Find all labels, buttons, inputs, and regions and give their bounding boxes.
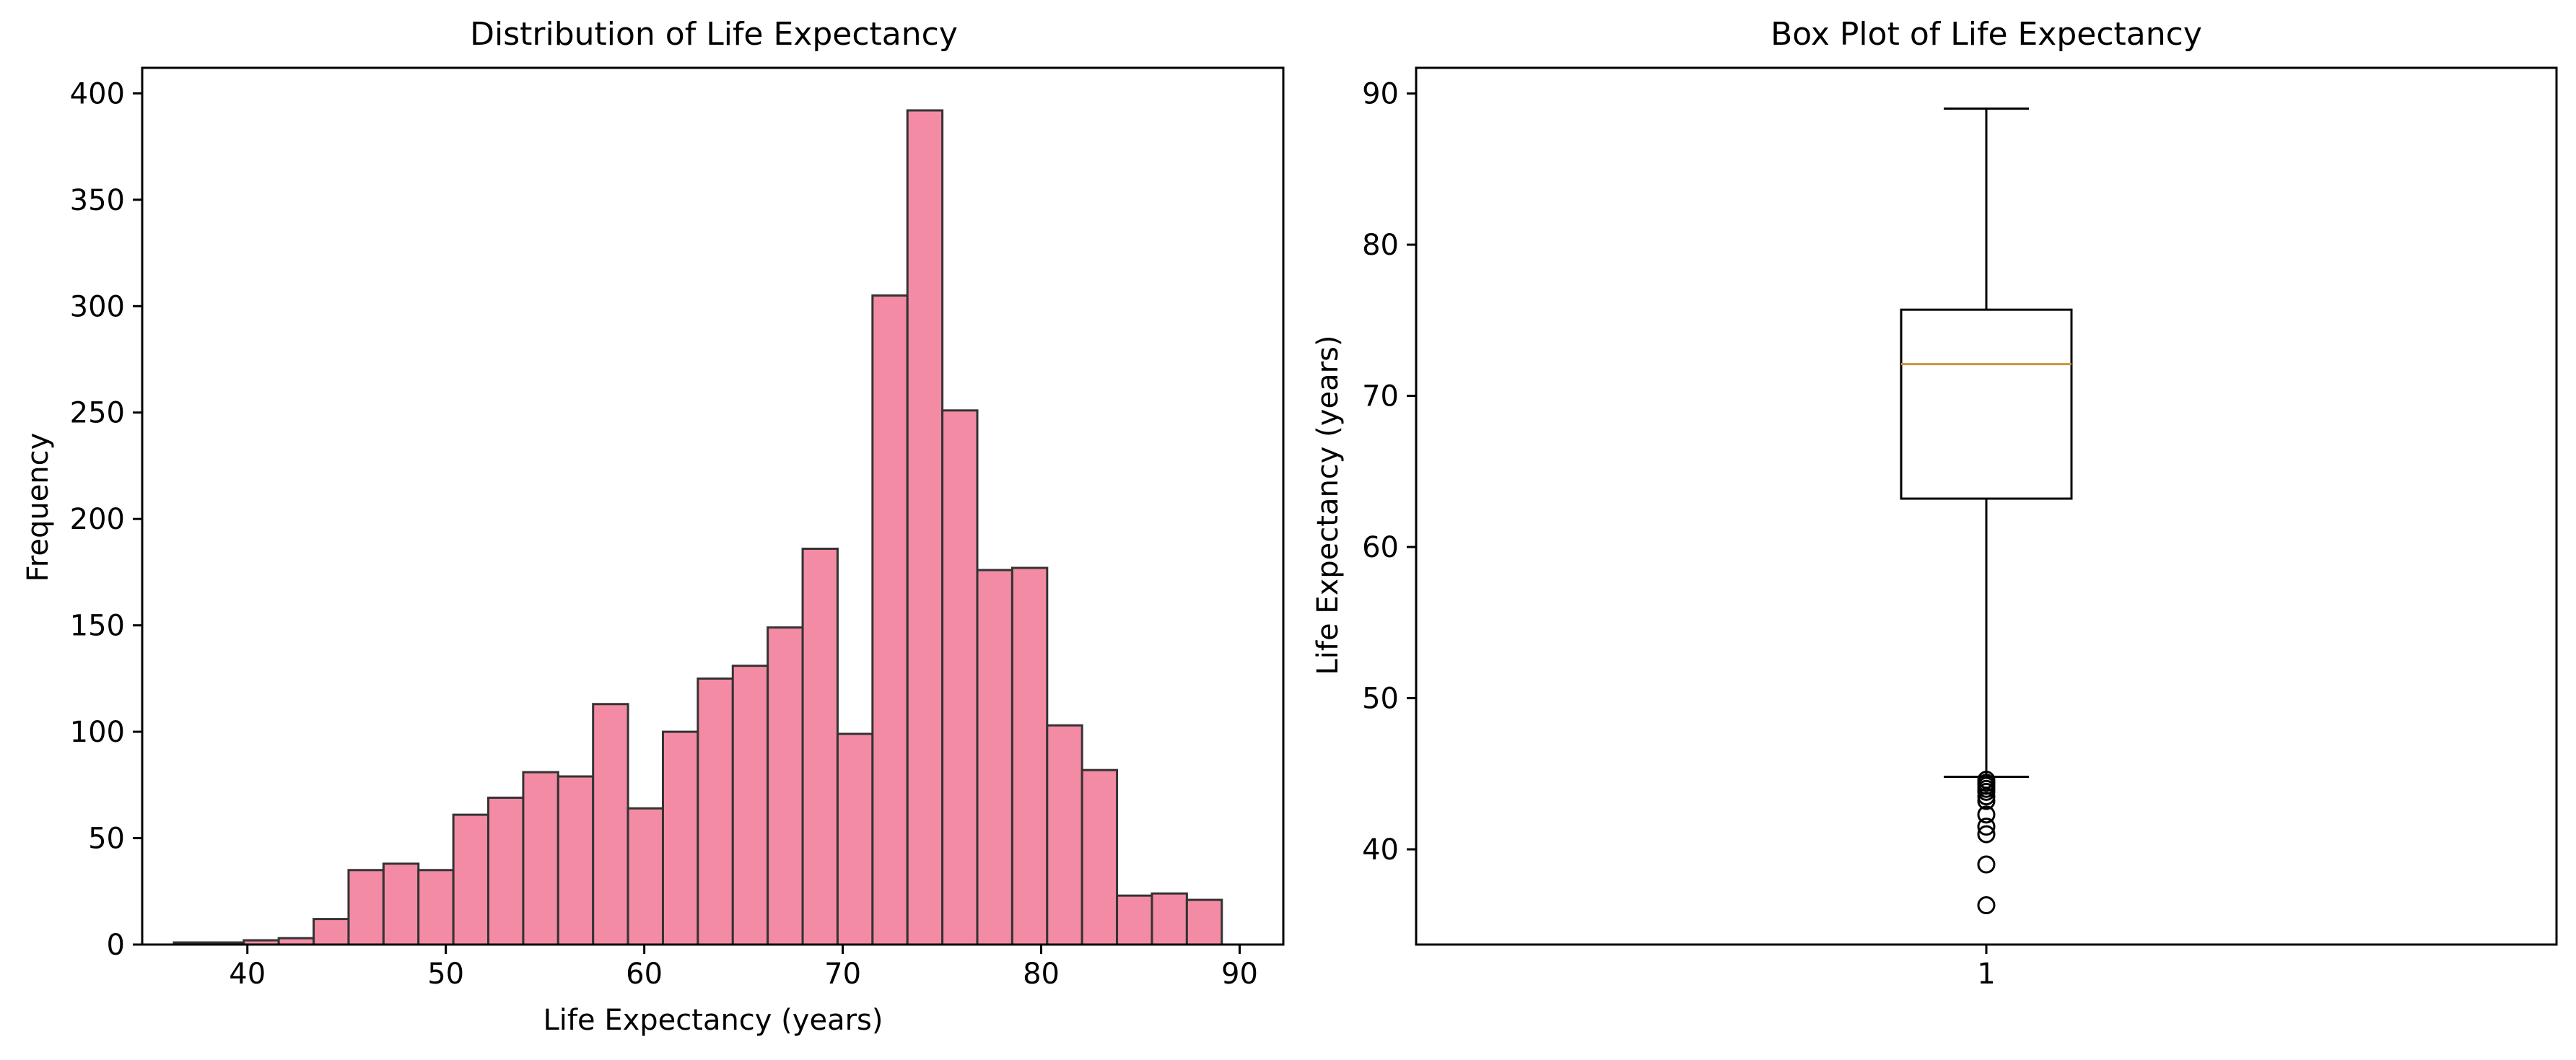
histogram-bar bbox=[731, 665, 769, 946]
histogram-x-axis-label: Life Expectancy (years) bbox=[543, 1004, 883, 1037]
boxplot-x-ticks: 1 bbox=[1977, 945, 1996, 991]
histogram-x-tick-label: 50 bbox=[427, 958, 464, 991]
histogram-y-tick-label: 0 bbox=[107, 929, 125, 962]
histogram-bar bbox=[1080, 768, 1119, 946]
histogram-bar bbox=[1010, 566, 1049, 946]
histogram-y-tick-label: 150 bbox=[70, 610, 125, 643]
boxplot-axes-frame bbox=[1415, 66, 2558, 946]
histogram-bar bbox=[556, 775, 595, 946]
histogram-bar bbox=[382, 862, 420, 946]
boxplot-y-tick-label: 40 bbox=[1362, 833, 1399, 867]
boxplot-y-ticks: 40 50 60 70 80 90 bbox=[1362, 78, 1416, 867]
histogram-x-tick-label: 40 bbox=[229, 958, 266, 991]
histogram-bar bbox=[697, 677, 734, 946]
boxplot-outlier bbox=[1977, 818, 1996, 836]
histogram-y-tick-label: 50 bbox=[88, 823, 125, 856]
histogram-y-tick-label: 350 bbox=[70, 184, 125, 217]
boxplot-outlier bbox=[1977, 896, 1996, 915]
histogram-bar bbox=[487, 797, 525, 946]
histogram-bar bbox=[592, 703, 629, 946]
histogram-x-tick-label: 80 bbox=[1023, 958, 1060, 991]
histogram-y-tick-label: 200 bbox=[70, 503, 125, 536]
histogram-x-tick-label: 90 bbox=[1221, 958, 1258, 991]
boxplot-outlier bbox=[1977, 787, 1996, 806]
histogram-bar bbox=[836, 732, 874, 946]
boxplot-x-tick-label: 1 bbox=[1977, 958, 1995, 991]
histogram-y-tick-label: 400 bbox=[70, 77, 125, 110]
histogram-bars bbox=[173, 109, 1223, 946]
boxplot-y-tick-label: 50 bbox=[1362, 683, 1399, 716]
boxplot-outlier bbox=[1977, 855, 1996, 874]
histogram-bar bbox=[941, 409, 979, 946]
boxplot-y-axis-label: Life Expectancy (years) bbox=[1311, 336, 1345, 675]
boxplot-outlier bbox=[1977, 782, 1996, 801]
boxplot-outlier bbox=[1977, 825, 1996, 844]
boxplot-y-tick-label: 70 bbox=[1362, 380, 1399, 413]
boxplot-outlier bbox=[1977, 805, 1996, 824]
histogram-panel: Distribution of Life Expectancy 40 50 60 70… bbox=[22, 16, 1285, 1037]
boxplot-title: Box Plot of Life Expectancy bbox=[1771, 16, 2202, 53]
histogram-x-ticks: 40 50 60 70 80 90 bbox=[229, 945, 1258, 991]
histogram-y-tick-label: 300 bbox=[70, 290, 125, 323]
histogram-bar bbox=[417, 869, 455, 946]
histogram-bar bbox=[1046, 724, 1083, 946]
histogram-bar bbox=[661, 730, 699, 946]
boxplot-y-tick-label: 90 bbox=[1362, 78, 1399, 111]
boxplot-panel: Box Plot of Life Expectancy 40 50 60 70 80 90… bbox=[1311, 16, 2558, 991]
histogram-y-ticks: 0 50 100 150 200 250 300 350 400 bbox=[70, 77, 142, 962]
histogram-bar bbox=[626, 807, 664, 946]
boxplot-y-tick-label: 80 bbox=[1362, 229, 1399, 262]
histogram-bar bbox=[906, 109, 944, 946]
histogram-x-tick-label: 60 bbox=[626, 958, 663, 991]
histogram-y-tick-label: 250 bbox=[70, 397, 125, 430]
histogram-y-tick-label: 100 bbox=[70, 716, 125, 749]
histogram-bar bbox=[522, 771, 559, 946]
histogram-bar bbox=[767, 626, 804, 946]
boxplot-outlier bbox=[1977, 792, 1996, 810]
histogram-title: Distribution of Life Expectancy bbox=[470, 16, 958, 53]
histogram-bar bbox=[801, 547, 839, 946]
boxplot-y-tick-label: 60 bbox=[1362, 531, 1399, 564]
histogram-bar bbox=[452, 813, 490, 946]
histogram-bar bbox=[871, 294, 909, 946]
histogram-axes-frame bbox=[141, 66, 1285, 946]
histogram-y-axis-label: Frequency bbox=[22, 433, 55, 582]
histogram-bar bbox=[1151, 892, 1188, 946]
histogram-bar bbox=[347, 869, 385, 946]
histogram-bar bbox=[1116, 894, 1153, 946]
histogram-bar bbox=[976, 569, 1013, 946]
boxplot-box bbox=[1900, 308, 2073, 500]
histogram-bar bbox=[313, 918, 350, 946]
boxplot-elements bbox=[1900, 108, 2073, 915]
histogram-bar bbox=[1185, 898, 1223, 946]
histogram-x-tick-label: 70 bbox=[824, 958, 861, 991]
